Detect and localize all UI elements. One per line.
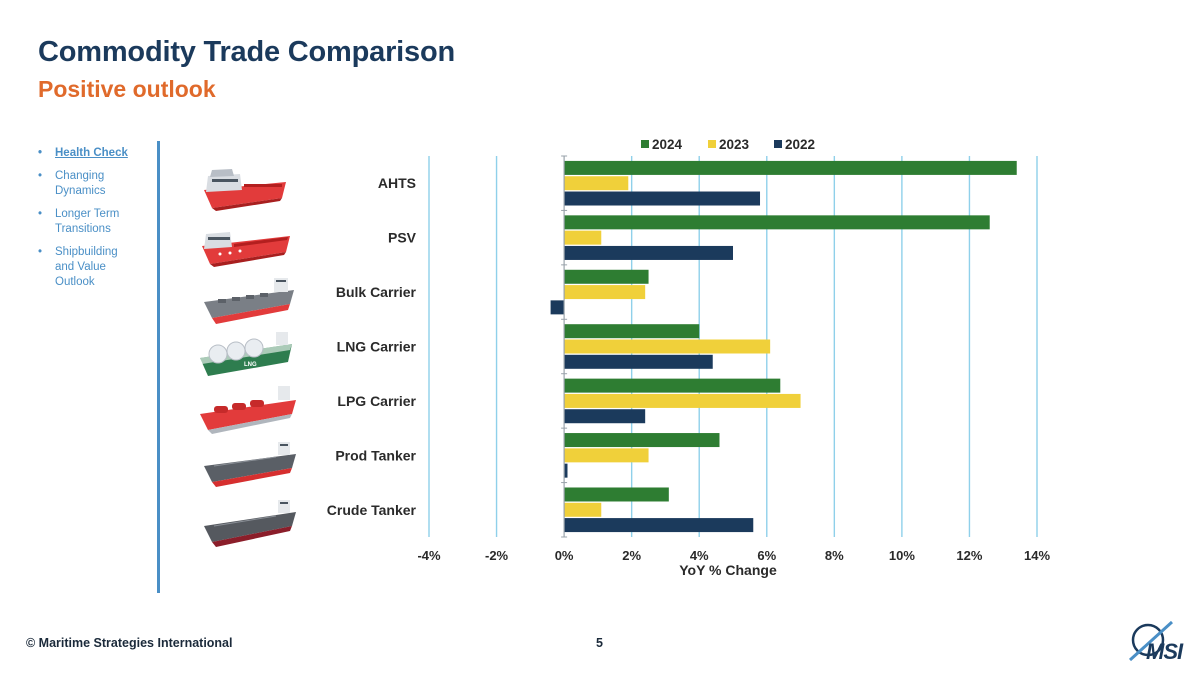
x-tick-label: 2% [622, 548, 641, 563]
crude-tanker-icon [204, 500, 296, 547]
legend-swatch-2022 [774, 140, 782, 148]
bar-2022-lng-carrier [564, 354, 713, 369]
lng-carrier-icon: LNG [200, 332, 292, 376]
category-label: LNG Carrier [337, 339, 417, 355]
legend-label-2023: 2023 [719, 137, 750, 152]
page-title: Commodity Trade Comparison [38, 36, 455, 68]
bar-2022-lpg-carrier [564, 409, 646, 424]
nav-item-shipbuilding-value-outlook[interactable]: Shipbuilding and Value Outlook [38, 245, 138, 290]
prod-tanker-icon [204, 442, 296, 487]
bar-2024-ahts [564, 160, 1017, 175]
legend-swatch-2024 [641, 140, 649, 148]
bar-2023-lpg-carrier [564, 393, 801, 408]
bar-2023-bulk-carrier [564, 285, 646, 300]
bulk-carrier-icon [204, 278, 294, 324]
x-tick-label: 8% [825, 548, 844, 563]
x-tick-label: 12% [956, 548, 982, 563]
svg-text:LNG: LNG [244, 362, 257, 368]
ahts-ship-icon [204, 169, 286, 211]
bar-2022-crude-tanker [564, 518, 754, 533]
bar-2024-crude-tanker [564, 487, 669, 502]
category-label: Crude Tanker [327, 502, 417, 518]
bar-2022-psv [564, 245, 733, 260]
section-divider [157, 141, 160, 593]
psv-ship-icon [202, 232, 290, 267]
category-label: AHTS [378, 175, 416, 191]
x-tick-label: 4% [690, 548, 709, 563]
lpg-carrier-icon [200, 386, 296, 434]
bar-2022-ahts [564, 191, 761, 206]
page-number: 5 [596, 636, 603, 650]
category-label: Prod Tanker [335, 447, 416, 463]
legend-swatch-2023 [708, 140, 716, 148]
bar-2024-lpg-carrier [564, 378, 781, 393]
bar-2023-prod-tanker [564, 448, 649, 463]
nav-item-health-check[interactable]: Health Check [38, 146, 138, 161]
x-axis-label: YoY % Change [679, 562, 777, 578]
x-tick-label: 10% [889, 548, 915, 563]
msi-logo-text: MSI [1146, 639, 1183, 664]
bar-2023-lng-carrier [564, 339, 771, 354]
x-tick-label: 14% [1024, 548, 1050, 563]
category-label: LPG Carrier [337, 393, 416, 409]
category-label: PSV [388, 230, 417, 246]
x-tick-label: 6% [757, 548, 776, 563]
legend-label-2024: 2024 [652, 137, 683, 152]
bar-2023-crude-tanker [564, 502, 602, 517]
x-tick-label: -4% [417, 548, 441, 563]
bar-2022-prod-tanker [564, 463, 568, 478]
x-tick-label: 0% [555, 548, 574, 563]
bar-2024-lng-carrier [564, 324, 700, 339]
page-subtitle: Positive outlook [38, 76, 216, 102]
bar-2023-ahts [564, 176, 629, 191]
copyright-text: © Maritime Strategies International [26, 636, 233, 650]
bar-2022-bulk-carrier [550, 300, 565, 315]
trade-chart: AHTS PSV Bulk Carrier LNG Carrier LPG Carrie… [327, 137, 1051, 578]
x-tick-label: -2% [485, 548, 509, 563]
bar-2024-bulk-carrier [564, 269, 649, 284]
section-nav: Health Check Changing Dynamics Longer Te… [38, 146, 138, 298]
nav-item-changing-dynamics[interactable]: Changing Dynamics [38, 169, 138, 199]
nav-item-longer-term-transitions[interactable]: Longer Term Transitions [38, 207, 138, 237]
legend-label-2022: 2022 [785, 137, 815, 152]
bar-2024-psv [564, 215, 990, 230]
msi-logo-icon [1128, 620, 1174, 662]
bar-2024-prod-tanker [564, 433, 720, 448]
category-label: Bulk Carrier [336, 284, 417, 300]
bar-2023-psv [564, 230, 602, 245]
